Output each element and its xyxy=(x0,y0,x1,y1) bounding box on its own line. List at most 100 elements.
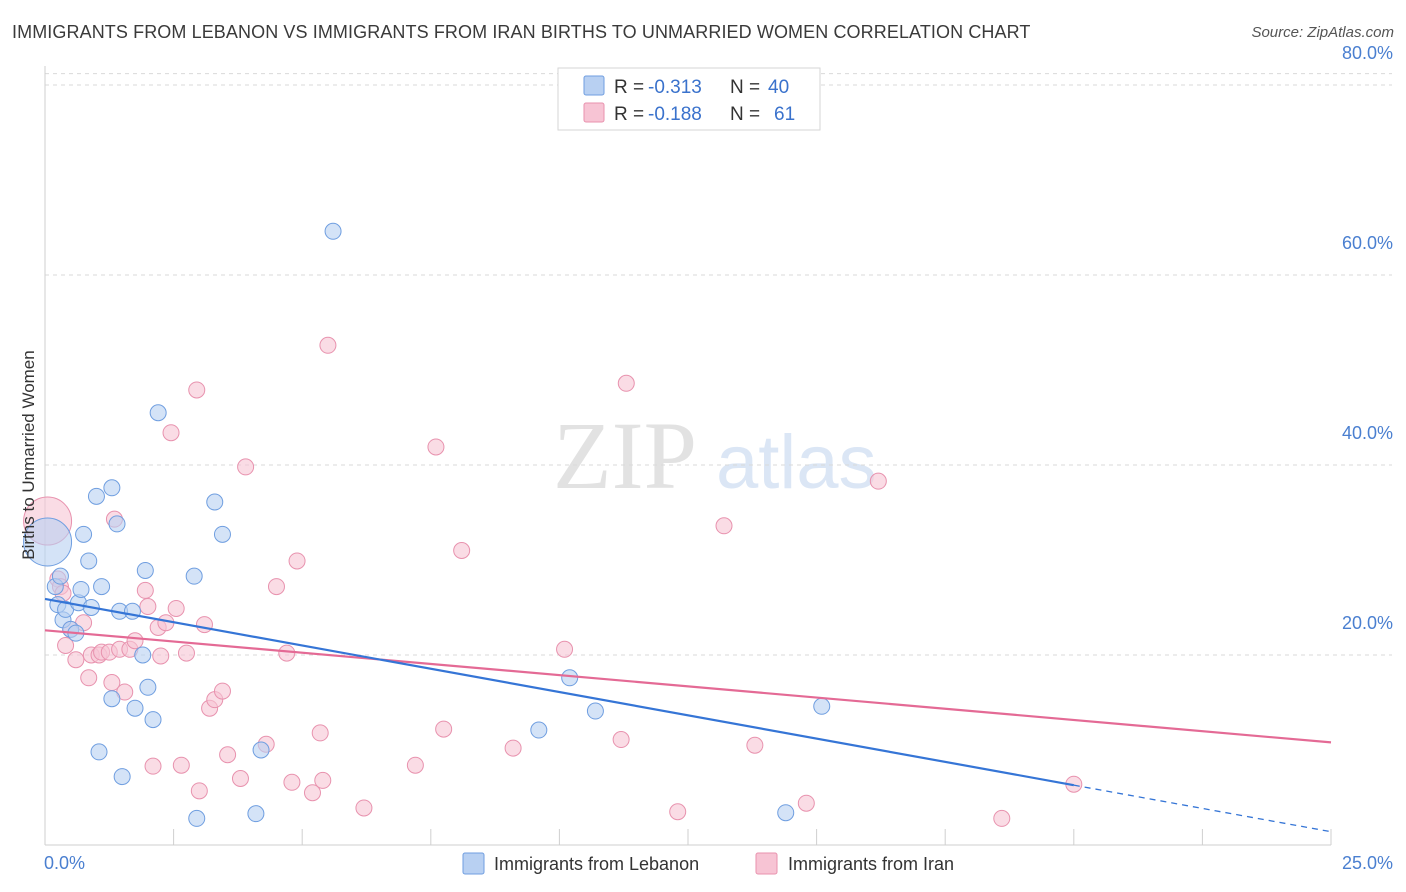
trend-lines xyxy=(44,597,1332,833)
iran-point xyxy=(288,552,306,570)
iran-point xyxy=(504,739,522,757)
iran-point xyxy=(283,773,301,791)
lebanon-point xyxy=(586,702,604,720)
watermark-atlas: atlas xyxy=(716,420,877,505)
lebanon-n-label: N = xyxy=(730,77,760,98)
x-tick-label-min: 0.0% xyxy=(44,853,85,873)
iran-point xyxy=(311,724,329,742)
lebanon-r-value: -0.313 xyxy=(648,77,702,98)
iran-point xyxy=(152,647,170,665)
iran-point xyxy=(188,381,206,399)
lebanon-point xyxy=(80,552,98,570)
iran-point xyxy=(427,438,445,456)
lebanon-point xyxy=(136,561,154,579)
lebanon-point xyxy=(126,699,144,717)
lebanon-point xyxy=(813,697,831,715)
iran-point xyxy=(177,644,195,662)
lebanon-point xyxy=(149,404,167,422)
lebanon-points xyxy=(23,222,831,827)
iran-point xyxy=(167,599,185,617)
lebanon-point xyxy=(144,711,162,729)
iran-point xyxy=(139,598,157,616)
iran-point xyxy=(162,424,180,442)
iran-point xyxy=(57,637,75,654)
iran-point xyxy=(144,757,162,775)
iran-r-value: -0.188 xyxy=(648,104,702,125)
lebanon-point xyxy=(90,743,108,761)
iran-swatch xyxy=(583,102,605,123)
iran-point xyxy=(314,771,332,789)
lebanon-point xyxy=(134,646,152,664)
y-tick-label: 40.0% xyxy=(1342,423,1393,443)
lebanon-point xyxy=(103,479,121,497)
lebanon-point xyxy=(87,487,105,505)
iran-point xyxy=(237,458,255,476)
axes xyxy=(44,66,1332,846)
chart-title: IMMIGRANTS FROM LEBANON VS IMMIGRANTS FR… xyxy=(12,22,1031,42)
lebanon-point xyxy=(185,567,203,585)
lebanon-point xyxy=(247,805,265,823)
y-tick-label: 20.0% xyxy=(1342,613,1393,633)
watermark: ZIP atlas xyxy=(553,402,877,509)
lebanon-point xyxy=(51,567,69,585)
iran-point xyxy=(453,542,471,559)
lebanon-point xyxy=(139,678,157,696)
lebanon-point xyxy=(530,721,548,739)
iran-point xyxy=(303,784,321,802)
x-tick-labels: 0.0% 25.0% xyxy=(44,853,1393,873)
iran-point xyxy=(213,682,231,700)
iran-point xyxy=(612,731,630,749)
lebanon-point xyxy=(561,669,579,687)
legend-iran-swatch xyxy=(755,852,778,875)
iran-r-label: R = xyxy=(614,104,644,125)
iran-point xyxy=(190,782,208,800)
iran-point xyxy=(172,756,190,774)
iran-point xyxy=(319,336,337,354)
legend-lebanon-swatch xyxy=(462,852,485,875)
lebanon-r-label: R = xyxy=(614,77,644,98)
iran-point xyxy=(219,746,237,764)
iran-point xyxy=(195,616,213,634)
iran-point xyxy=(993,809,1011,827)
watermark-zip: ZIP xyxy=(553,402,697,509)
iran-n-value: 61 xyxy=(774,104,795,125)
y-axis-label: Births to Unmarried Women xyxy=(19,350,38,559)
lebanon-point xyxy=(72,580,90,598)
iran-point xyxy=(617,374,635,392)
iran-point xyxy=(136,581,154,599)
legend-lebanon-label: Immigrants from Lebanon xyxy=(494,854,699,874)
iran-point xyxy=(67,651,85,669)
lebanon-point xyxy=(777,804,795,822)
lebanon-point xyxy=(93,578,111,596)
iran-point xyxy=(746,736,764,754)
iran-point xyxy=(355,799,373,817)
iran-point xyxy=(80,669,98,687)
iran-point xyxy=(715,517,733,535)
iran-point xyxy=(435,720,453,738)
iran-n-label: N = xyxy=(730,104,760,125)
y-tick-label: 80.0% xyxy=(1342,43,1393,63)
lebanon-point xyxy=(252,741,270,759)
stats-legend: R = -0.313 N = 40 R = -0.188 N = 61 xyxy=(557,67,821,131)
iran-point xyxy=(267,578,285,596)
series-legend: Immigrants from Lebanon Immigrants from … xyxy=(462,852,954,875)
grid xyxy=(45,73,1392,656)
lebanon-trend-line-extension xyxy=(1073,784,1332,833)
lebanon-trend-line xyxy=(44,597,1074,787)
iran-point xyxy=(406,756,424,774)
x-tick-label-max: 25.0% xyxy=(1342,853,1393,873)
lebanon-point xyxy=(206,493,224,511)
lebanon-point xyxy=(213,525,231,543)
iran-point xyxy=(126,632,144,650)
iran-point xyxy=(797,794,815,812)
iran-point xyxy=(231,770,249,787)
lebanon-n-value: 40 xyxy=(768,77,789,98)
lebanon-point xyxy=(188,809,206,827)
lebanon-point xyxy=(324,222,342,240)
iran-point xyxy=(869,472,887,490)
iran-point xyxy=(556,640,574,658)
y-tick-label: 60.0% xyxy=(1342,233,1393,253)
lebanon-point xyxy=(103,690,121,708)
lebanon-point xyxy=(75,525,93,543)
